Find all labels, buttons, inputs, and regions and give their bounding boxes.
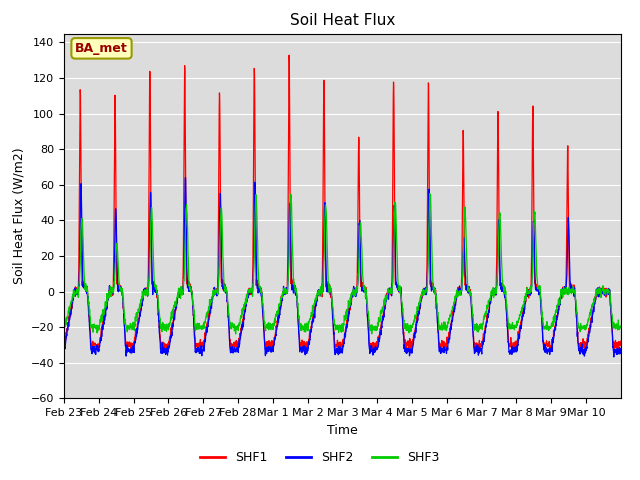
SHF2 <box>60 349 68 355</box>
SHF2 <box>542 348 550 354</box>
SHF2 <box>182 175 189 180</box>
Y-axis label: Soil Heat Flux (W/m2): Soil Heat Flux (W/m2) <box>12 148 25 284</box>
SHF3 <box>232 331 239 337</box>
SHF1 <box>236 331 244 336</box>
SHF2 <box>510 348 518 353</box>
SHF2 <box>609 344 617 349</box>
Line: SHF1: SHF1 <box>64 55 621 351</box>
SHF2 <box>617 348 625 353</box>
SHF2 <box>376 333 384 338</box>
SHF1 <box>436 348 444 354</box>
Line: SHF3: SHF3 <box>64 193 621 334</box>
SHF1 <box>285 52 293 58</box>
SHF1 <box>116 284 124 290</box>
SHF2 <box>610 354 618 360</box>
SHF1 <box>60 338 68 344</box>
SHF1 <box>376 328 384 334</box>
SHF3 <box>511 327 518 333</box>
SHF1 <box>542 342 550 348</box>
SHF1 <box>609 343 617 348</box>
SHF3 <box>426 191 434 196</box>
SHF3 <box>542 323 550 328</box>
SHF3 <box>60 326 68 332</box>
SHF3 <box>617 324 625 329</box>
Line: SHF2: SHF2 <box>64 178 621 357</box>
SHF2 <box>236 336 244 342</box>
SHF1 <box>617 338 625 344</box>
SHF3 <box>236 321 244 326</box>
SHF2 <box>116 288 124 293</box>
X-axis label: Time: Time <box>327 424 358 437</box>
SHF3 <box>116 284 124 290</box>
Title: Soil Heat Flux: Soil Heat Flux <box>290 13 395 28</box>
Text: BA_met: BA_met <box>75 42 128 55</box>
Legend: SHF1, SHF2, SHF3: SHF1, SHF2, SHF3 <box>195 446 445 469</box>
SHF3 <box>609 325 617 331</box>
SHF1 <box>511 340 518 346</box>
SHF3 <box>376 319 384 324</box>
